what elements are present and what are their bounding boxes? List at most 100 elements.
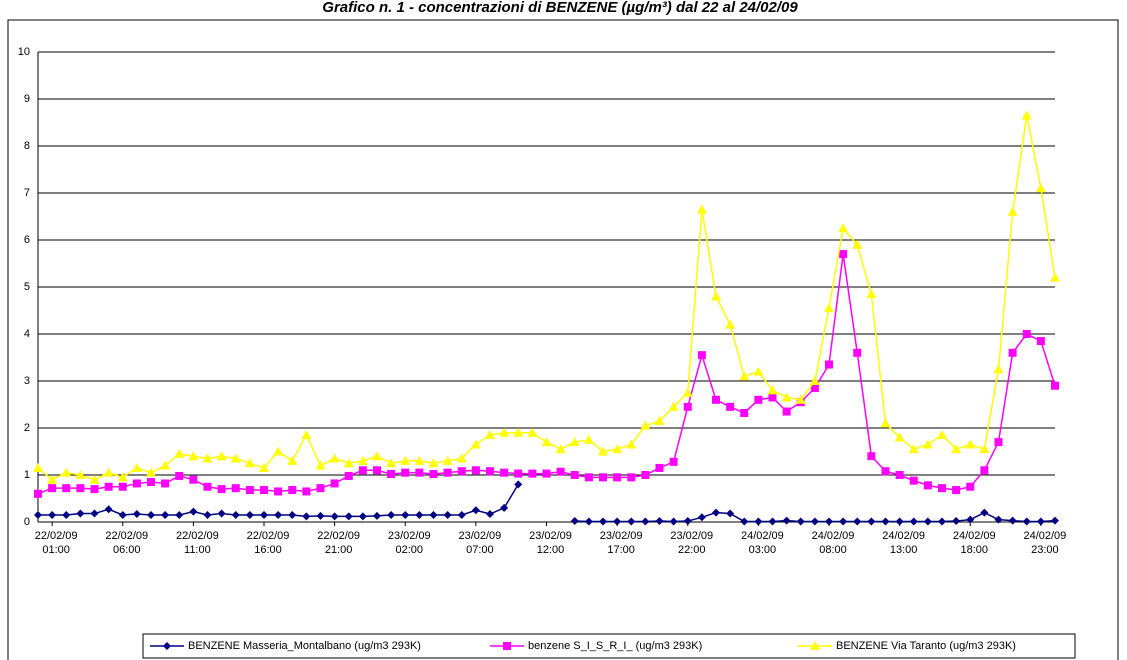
marker [881, 517, 890, 526]
marker [343, 458, 354, 468]
marker [330, 512, 339, 521]
marker [712, 508, 720, 517]
marker [486, 467, 494, 476]
marker [429, 510, 438, 519]
marker [528, 469, 537, 478]
marker [357, 455, 368, 465]
marker [980, 508, 989, 517]
marker [740, 517, 749, 526]
marker [260, 510, 268, 519]
marker [796, 517, 805, 526]
marker [838, 223, 849, 233]
marker [457, 467, 466, 476]
marker [47, 474, 58, 484]
marker [952, 517, 961, 526]
legend-label: benzene S_I_S_R_I_ (ug/m3 293K) [528, 640, 702, 652]
marker [287, 455, 298, 465]
marker [147, 510, 155, 519]
marker [89, 474, 100, 484]
y-tick-label: 1 [24, 469, 30, 481]
marker [118, 510, 127, 519]
marker [782, 516, 791, 525]
marker [853, 517, 862, 526]
marker [640, 420, 651, 430]
marker [103, 467, 114, 477]
legend-label: BENZENE Via Taranto (ug/m3 293K) [836, 640, 1016, 652]
marker [302, 512, 311, 521]
marker [1022, 517, 1031, 526]
marker [809, 376, 820, 385]
marker [810, 517, 819, 526]
marker [217, 509, 226, 518]
marker [542, 469, 551, 478]
marker [231, 484, 240, 493]
marker [456, 453, 467, 463]
marker [711, 291, 721, 301]
x-tick-label: 23/02/09 12:00 [529, 530, 572, 556]
marker [768, 517, 777, 526]
marker [500, 503, 509, 512]
marker [373, 511, 381, 520]
marker [682, 387, 693, 397]
marker [754, 395, 763, 404]
x-tick-label: 23/02/09 17:00 [599, 530, 643, 556]
marker [852, 239, 863, 249]
marker [993, 364, 1004, 374]
marker [401, 468, 410, 477]
marker [34, 489, 42, 498]
marker [853, 348, 862, 357]
marker [514, 480, 523, 489]
marker [781, 392, 792, 402]
marker [62, 484, 71, 493]
marker [401, 510, 410, 519]
marker [570, 471, 579, 479]
marker [1007, 206, 1018, 216]
marker [768, 393, 777, 402]
marker [387, 470, 396, 479]
marker [117, 472, 128, 482]
marker [866, 289, 877, 299]
marker [641, 471, 650, 479]
marker [175, 471, 184, 480]
marker [782, 407, 791, 416]
marker [895, 517, 904, 526]
y-tick-label: 6 [24, 234, 30, 246]
marker [131, 462, 142, 472]
marker [795, 394, 806, 404]
marker [344, 471, 353, 480]
marker [980, 466, 989, 475]
marker [457, 510, 466, 519]
marker [33, 462, 43, 472]
marker [627, 473, 636, 482]
marker [1036, 337, 1045, 346]
marker [951, 444, 962, 454]
marker [203, 482, 212, 491]
marker [923, 481, 932, 490]
marker [584, 473, 593, 482]
x-tick-label: 24/02/09 13:00 [882, 530, 926, 556]
marker [216, 451, 227, 461]
marker [274, 487, 283, 496]
legend-marker [163, 642, 171, 650]
marker [810, 384, 819, 393]
x-tick-label: 24/02/09 18:00 [952, 530, 996, 556]
x-tick-label: 22/02/09 16:00 [246, 530, 290, 556]
marker [965, 439, 976, 449]
marker [726, 509, 735, 518]
marker [329, 453, 340, 463]
marker [909, 517, 918, 526]
marker [824, 303, 834, 313]
marker [202, 453, 213, 463]
marker [429, 470, 438, 479]
marker [825, 517, 833, 526]
marker [400, 455, 411, 465]
marker [613, 517, 622, 526]
marker [147, 478, 155, 487]
marker [1021, 110, 1032, 120]
marker [880, 418, 891, 428]
marker [203, 510, 212, 519]
marker [302, 487, 311, 496]
marker [358, 512, 367, 521]
marker [966, 482, 975, 491]
y-tick-label: 2 [24, 422, 30, 434]
